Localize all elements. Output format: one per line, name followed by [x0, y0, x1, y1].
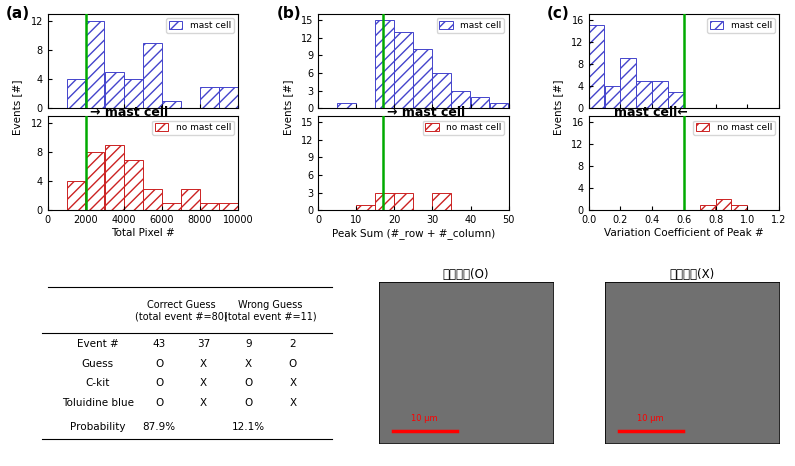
Text: Probability: Probability — [70, 422, 126, 432]
Bar — [67, 79, 85, 109]
Bar — [86, 152, 104, 211]
X-axis label: Peak Sum (#_row + #_column): Peak Sum (#_row + #_column) — [332, 228, 495, 239]
Text: Event #: Event # — [77, 339, 118, 349]
Bar — [162, 101, 180, 109]
Text: 2: 2 — [289, 339, 297, 349]
Text: O: O — [244, 397, 253, 407]
Text: 87.9%: 87.9% — [142, 422, 176, 432]
Text: O: O — [155, 378, 163, 388]
Text: X: X — [245, 359, 252, 369]
Legend: mast cell: mast cell — [166, 19, 234, 33]
Bar — [700, 205, 716, 211]
Text: X: X — [289, 397, 297, 407]
Bar — [375, 193, 394, 211]
Legend: no mast cell: no mast cell — [152, 121, 234, 135]
Legend: mast cell: mast cell — [708, 19, 774, 33]
Bar — [394, 32, 413, 109]
Bar — [105, 72, 123, 109]
Bar — [394, 193, 413, 211]
Bar — [490, 103, 508, 109]
Text: Correct Guess
(total event #=80): Correct Guess (total event #=80) — [135, 300, 227, 322]
Text: 10 μm: 10 μm — [410, 414, 437, 424]
Text: (c): (c) — [547, 7, 569, 21]
Text: Guess: Guess — [82, 359, 114, 369]
Text: C-kit: C-kit — [86, 378, 110, 388]
Text: → mast cell: → mast cell — [387, 106, 465, 119]
Text: O: O — [244, 378, 253, 388]
Bar — [604, 86, 620, 109]
Legend: mast cell: mast cell — [436, 19, 504, 33]
X-axis label: Total Pixel #: Total Pixel # — [111, 228, 175, 238]
Title: 비만세포(O): 비만세포(O) — [442, 268, 489, 281]
Bar — [588, 25, 604, 109]
Bar — [452, 91, 470, 109]
Bar — [636, 81, 652, 109]
Text: X: X — [289, 378, 297, 388]
Text: Events [#]: Events [#] — [13, 80, 22, 135]
Text: 10 μm: 10 μm — [637, 414, 664, 424]
Bar — [413, 49, 432, 109]
Text: O: O — [155, 359, 163, 369]
Bar — [432, 73, 451, 109]
Bar — [200, 87, 219, 109]
Bar — [200, 203, 219, 211]
Text: X: X — [200, 378, 207, 388]
Bar — [668, 92, 684, 109]
Text: 9: 9 — [245, 339, 252, 349]
X-axis label: Variation Coefficient of Peak #: Variation Coefficient of Peak # — [604, 228, 764, 238]
Bar — [652, 81, 668, 109]
Text: O: O — [289, 359, 297, 369]
Bar — [162, 203, 180, 211]
Bar — [375, 20, 394, 109]
Bar — [219, 87, 238, 109]
Text: → mast cell: → mast cell — [90, 106, 168, 119]
Bar — [143, 43, 161, 109]
Text: (b): (b) — [276, 7, 301, 21]
Bar — [143, 189, 161, 211]
Bar — [337, 103, 356, 109]
Text: X: X — [200, 359, 207, 369]
Text: Wrong Guess
(total event #=11): Wrong Guess (total event #=11) — [224, 300, 317, 322]
Text: X: X — [200, 397, 207, 407]
Text: 43: 43 — [153, 339, 166, 349]
Legend: no mast cell: no mast cell — [693, 121, 774, 135]
Text: Events [#]: Events [#] — [553, 80, 564, 135]
Bar — [124, 160, 142, 211]
Text: 37: 37 — [197, 339, 211, 349]
Text: Events [#]: Events [#] — [283, 80, 293, 135]
Bar — [67, 181, 85, 211]
Text: 12.1%: 12.1% — [232, 422, 265, 432]
Title: 비만세포(X): 비만세포(X) — [669, 268, 715, 281]
Bar — [219, 203, 238, 211]
Bar — [105, 145, 123, 211]
Bar — [181, 189, 200, 211]
Bar — [716, 199, 731, 211]
Text: (a): (a) — [6, 7, 30, 21]
Legend: no mast cell: no mast cell — [423, 121, 504, 135]
Bar — [620, 58, 636, 109]
Bar — [731, 205, 747, 211]
Bar — [356, 205, 375, 211]
Bar — [238, 101, 257, 109]
Bar — [86, 21, 104, 109]
Bar — [124, 79, 142, 109]
Text: Toluidine blue: Toluidine blue — [62, 397, 134, 407]
Bar — [471, 96, 489, 109]
Text: O: O — [155, 397, 163, 407]
Text: mast cell←: mast cell← — [614, 106, 688, 119]
Bar — [432, 193, 451, 211]
